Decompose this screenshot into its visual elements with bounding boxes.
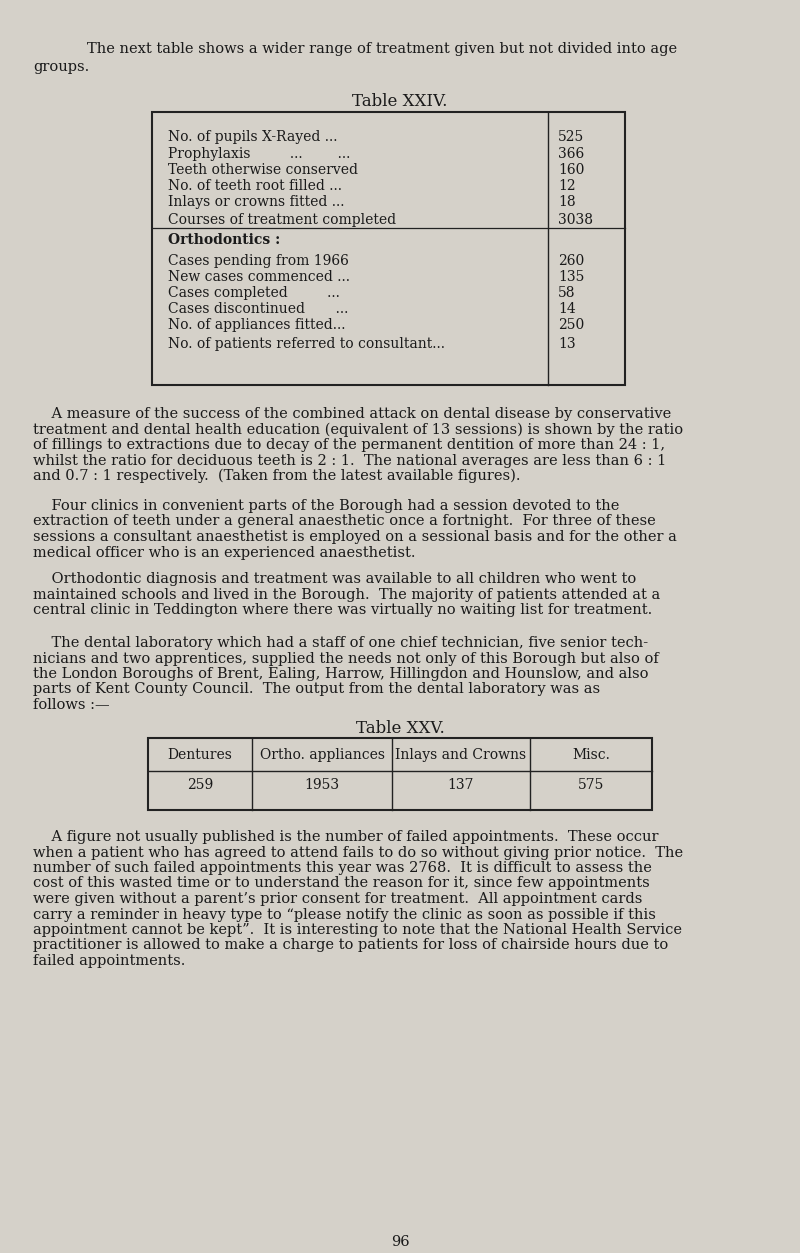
Text: whilst the ratio for deciduous teeth is 2 : 1.  The national averages are less t: whilst the ratio for deciduous teeth is … bbox=[33, 454, 666, 467]
Text: 525: 525 bbox=[558, 130, 584, 144]
Text: 58: 58 bbox=[558, 286, 575, 299]
Text: appointment cannot be kept”.  It is interesting to note that the National Health: appointment cannot be kept”. It is inter… bbox=[33, 923, 682, 937]
Text: No. of pupils X-Rayed ...: No. of pupils X-Rayed ... bbox=[168, 130, 338, 144]
Text: Teeth otherwise conserved: Teeth otherwise conserved bbox=[168, 163, 358, 177]
Text: A measure of the success of the combined attack on dental disease by conservativ: A measure of the success of the combined… bbox=[33, 407, 671, 421]
Text: medical officer who is an experienced anaesthetist.: medical officer who is an experienced an… bbox=[33, 545, 415, 560]
Text: central clinic in Teddington where there was virtually no waiting list for treat: central clinic in Teddington where there… bbox=[33, 603, 652, 616]
Text: No. of teeth root filled ...: No. of teeth root filled ... bbox=[168, 179, 342, 193]
Text: 259: 259 bbox=[187, 778, 213, 792]
Text: No. of patients referred to consultant...: No. of patients referred to consultant..… bbox=[168, 337, 445, 351]
Text: Misc.: Misc. bbox=[572, 748, 610, 762]
Text: Inlays or crowns fitted ...: Inlays or crowns fitted ... bbox=[168, 195, 345, 209]
Text: 135: 135 bbox=[558, 269, 584, 284]
Text: Cases pending from 1966: Cases pending from 1966 bbox=[168, 254, 349, 268]
Text: New cases commenced ...: New cases commenced ... bbox=[168, 269, 350, 284]
Text: of fillings to extractions due to decay of the permanent dentition of more than : of fillings to extractions due to decay … bbox=[33, 439, 665, 452]
Bar bbox=[148, 738, 652, 809]
Bar bbox=[152, 112, 625, 385]
Text: cost of this wasted time or to understand the reason for it, since few appointme: cost of this wasted time or to understan… bbox=[33, 877, 650, 891]
Text: sessions a consultant anaesthetist is employed on a sessional basis and for the : sessions a consultant anaesthetist is em… bbox=[33, 530, 677, 544]
Text: 575: 575 bbox=[578, 778, 604, 792]
Text: Cases discontinued       ...: Cases discontinued ... bbox=[168, 302, 348, 316]
Text: 18: 18 bbox=[558, 195, 576, 209]
Text: 137: 137 bbox=[448, 778, 474, 792]
Text: failed appointments.: failed appointments. bbox=[33, 954, 186, 969]
Text: extraction of teeth under a general anaesthetic once a fortnight.  For three of : extraction of teeth under a general anae… bbox=[33, 515, 656, 529]
Text: Four clinics in convenient parts of the Borough had a session devoted to the: Four clinics in convenient parts of the … bbox=[33, 499, 619, 512]
Text: Orthodontics :: Orthodontics : bbox=[168, 233, 280, 247]
Text: Orthodontic diagnosis and treatment was available to all children who went to: Orthodontic diagnosis and treatment was … bbox=[33, 573, 636, 586]
Text: Dentures: Dentures bbox=[167, 748, 233, 762]
Text: 160: 160 bbox=[558, 163, 584, 177]
Text: 250: 250 bbox=[558, 318, 584, 332]
Text: 12: 12 bbox=[558, 179, 576, 193]
Text: 1953: 1953 bbox=[305, 778, 339, 792]
Text: number of such failed appointments this year was 2768.  It is difficult to asses: number of such failed appointments this … bbox=[33, 861, 652, 875]
Text: were given without a parent’s prior consent for treatment.  All appointment card: were given without a parent’s prior cons… bbox=[33, 892, 642, 906]
Text: treatment and dental health education (equivalent of 13 sessions) is shown by th: treatment and dental health education (e… bbox=[33, 422, 683, 437]
Text: Table XXIV.: Table XXIV. bbox=[352, 93, 448, 110]
Text: 366: 366 bbox=[558, 147, 584, 160]
Text: The dental laboratory which had a staff of one chief technician, five senior tec: The dental laboratory which had a staff … bbox=[33, 637, 648, 650]
Text: Cases completed         ...: Cases completed ... bbox=[168, 286, 340, 299]
Text: 3038: 3038 bbox=[558, 213, 593, 227]
Text: practitioner is allowed to make a charge to patients for loss of chairside hours: practitioner is allowed to make a charge… bbox=[33, 938, 668, 952]
Text: maintained schools and lived in the Borough.  The majority of patients attended : maintained schools and lived in the Boro… bbox=[33, 588, 660, 601]
Text: nicians and two apprentices, supplied the needs not only of this Borough but als: nicians and two apprentices, supplied th… bbox=[33, 652, 658, 665]
Text: follows :—: follows :— bbox=[33, 698, 110, 712]
Text: 13: 13 bbox=[558, 337, 576, 351]
Text: when a patient who has agreed to attend fails to do so without giving prior noti: when a patient who has agreed to attend … bbox=[33, 846, 683, 860]
Text: Inlays and Crowns: Inlays and Crowns bbox=[395, 748, 526, 762]
Text: A figure not usually published is the number of failed appointments.  These occu: A figure not usually published is the nu… bbox=[33, 829, 658, 845]
Text: carry a reminder in heavy type to “please notify the clinic as soon as possible : carry a reminder in heavy type to “pleas… bbox=[33, 907, 656, 921]
Text: Table XXV.: Table XXV. bbox=[356, 720, 444, 737]
Text: No. of appliances fitted...: No. of appliances fitted... bbox=[168, 318, 346, 332]
Text: The next table shows a wider range of treatment given but not divided into age: The next table shows a wider range of tr… bbox=[87, 43, 677, 56]
Text: and 0.7 : 1 respectively.  (Taken from the latest available figures).: and 0.7 : 1 respectively. (Taken from th… bbox=[33, 469, 521, 484]
Text: the London Boroughs of Brent, Ealing, Harrow, Hillingdon and Hounslow, and also: the London Boroughs of Brent, Ealing, Ha… bbox=[33, 667, 649, 680]
Text: 96: 96 bbox=[390, 1235, 410, 1249]
Text: Prophylaxis         ...        ...: Prophylaxis ... ... bbox=[168, 147, 350, 160]
Text: 260: 260 bbox=[558, 254, 584, 268]
Text: Ortho. appliances: Ortho. appliances bbox=[259, 748, 385, 762]
Text: groups.: groups. bbox=[33, 60, 90, 74]
Text: Courses of treatment completed: Courses of treatment completed bbox=[168, 213, 396, 227]
Text: 14: 14 bbox=[558, 302, 576, 316]
Text: parts of Kent County Council.  The output from the dental laboratory was as: parts of Kent County Council. The output… bbox=[33, 683, 600, 697]
